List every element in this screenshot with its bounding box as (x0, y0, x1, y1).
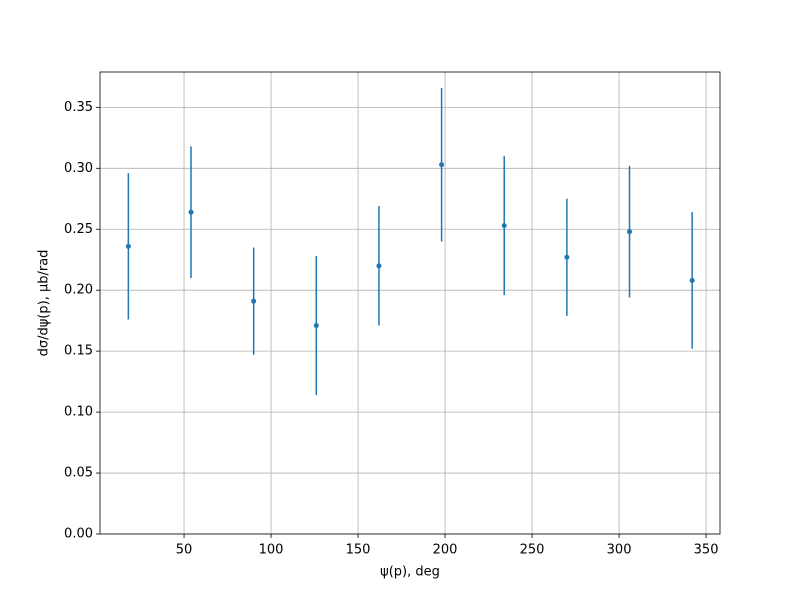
y-tick-label: 0.10 (64, 405, 93, 420)
y-tick-label: 0.30 (64, 161, 93, 176)
data-point (188, 209, 194, 215)
data-point (501, 223, 507, 229)
x-tick-label: 250 (520, 543, 545, 558)
x-axis-label: ψ(p), deg (380, 565, 440, 580)
data-point (251, 298, 257, 304)
data-point (125, 243, 131, 249)
y-axis-label: dσ/dψ(p), μb/rad (37, 250, 52, 357)
x-tick-label: 150 (346, 543, 371, 558)
x-tick-label: 100 (259, 543, 284, 558)
x-tick-label: 350 (694, 543, 719, 558)
y-tick-label: 0.15 (64, 344, 93, 359)
x-tick-label: 50 (176, 543, 193, 558)
x-tick-label: 200 (433, 543, 458, 558)
y-tick-label: 0.05 (64, 466, 93, 481)
data-point (627, 229, 633, 235)
y-tick-label: 0.00 (64, 527, 93, 542)
data-point (313, 323, 319, 329)
y-tick-label: 0.35 (64, 100, 93, 115)
data-point (689, 277, 695, 283)
data-point (439, 162, 445, 168)
data-point (376, 263, 382, 269)
x-tick-label: 300 (607, 543, 632, 558)
plot-frame (99, 71, 721, 535)
y-tick-label: 0.25 (64, 222, 93, 237)
data-point (564, 254, 570, 260)
y-tick-label: 0.20 (64, 283, 93, 298)
